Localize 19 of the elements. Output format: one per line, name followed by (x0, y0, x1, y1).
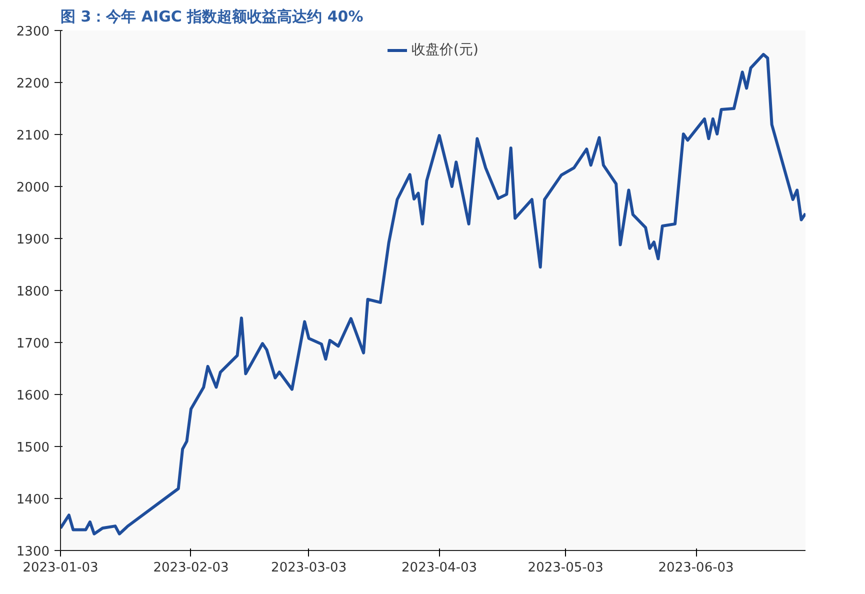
chart-title: 图 3：今年 AIGC 指数超额收益高达约 40% (60, 8, 364, 26)
x-tick-label: 2023-01-03 (22, 560, 98, 576)
legend-label: 收盘价(元) (412, 41, 478, 59)
x-tick-label: 2023-05-03 (528, 560, 604, 576)
x-tick-label: 2023-04-03 (402, 560, 478, 576)
y-tick-label: 2200 (16, 76, 50, 92)
y-tick-label: 2100 (16, 128, 50, 144)
x-tick-label: 2023-03-03 (271, 560, 347, 576)
y-tick-label: 2000 (16, 180, 50, 196)
y-tick-label: 1400 (16, 492, 50, 508)
y-tick-label: 1600 (16, 388, 50, 404)
y-tick-label: 1700 (16, 336, 50, 352)
y-tick-label: 1500 (16, 440, 50, 456)
y-tick-label: 1300 (16, 544, 50, 560)
y-tick-label: 1800 (16, 284, 50, 300)
y-tick-label: 1900 (16, 232, 50, 248)
y-tick-label: 2300 (16, 24, 50, 40)
x-tick-label: 2023-06-03 (658, 560, 734, 576)
x-tick-label: 2023-02-03 (153, 560, 229, 576)
